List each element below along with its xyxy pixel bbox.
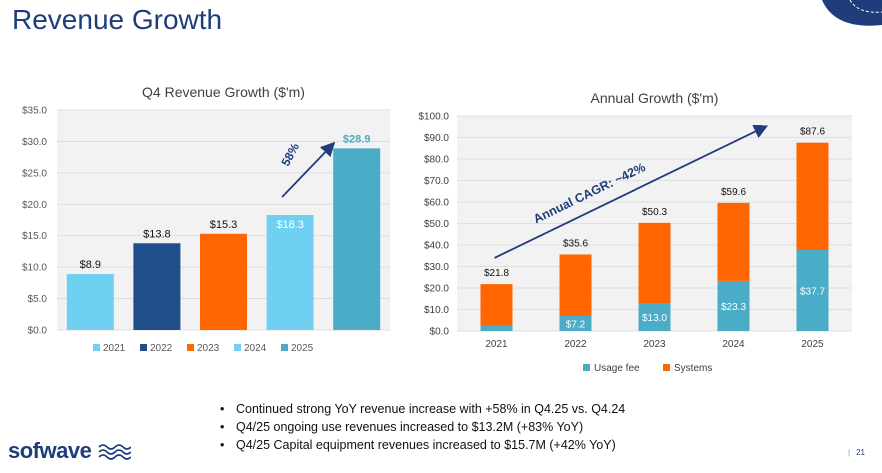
bar — [266, 214, 314, 330]
sofwave-logo: sofwave — [8, 438, 132, 464]
bar-segment — [480, 324, 513, 331]
segment-label: $37.7 — [800, 286, 825, 297]
y-tick-label: $80.0 — [424, 155, 449, 166]
y-tick-label: $10.0 — [22, 263, 47, 274]
legend-label: 2022 — [150, 343, 173, 354]
legend-swatch — [187, 344, 194, 351]
chart-title: Q4 Revenue Growth ($'m) — [142, 84, 305, 100]
y-tick-label: $100.0 — [418, 112, 449, 123]
y-tick-label: $25.0 — [22, 168, 47, 179]
bar-segment — [638, 303, 671, 331]
bar-segment — [717, 202, 750, 281]
total-label: $21.8 — [484, 268, 509, 279]
bar-segment — [638, 222, 671, 304]
y-tick-label: $0.0 — [430, 327, 450, 338]
legend-swatch — [140, 344, 147, 351]
data-label: $28.9 — [343, 133, 371, 145]
y-tick-label: $0.0 — [28, 326, 48, 337]
page-title: Revenue Growth — [12, 4, 223, 35]
y-tick-label: $20.0 — [424, 284, 449, 295]
wave-lines-icon — [98, 444, 132, 460]
bar — [200, 233, 247, 330]
bullet-list: Continued strong YoY revenue increase wi… — [218, 400, 625, 454]
legend-swatch — [234, 344, 241, 351]
x-tick-label: 2023 — [643, 339, 666, 350]
y-tick-label: $30.0 — [22, 137, 47, 148]
chart-title: Annual Growth ($'m) — [591, 90, 719, 106]
page-separator: | — [848, 448, 851, 457]
y-tick-label: $35.0 — [22, 106, 47, 117]
legend-label: Systems — [674, 363, 712, 374]
bar — [333, 148, 381, 330]
segment-label: $23.3 — [721, 302, 746, 313]
legend-swatch — [663, 364, 670, 371]
total-label: $50.3 — [642, 207, 667, 218]
legend-swatch — [93, 344, 100, 351]
y-tick-label: $15.0 — [22, 231, 47, 242]
bar — [133, 243, 181, 330]
x-tick-label: 2022 — [564, 339, 587, 350]
bullet-item: Q4/25 Capital equipment revenues increas… — [218, 436, 625, 454]
y-tick-label: $50.0 — [424, 219, 449, 230]
bar-segment — [480, 284, 513, 325]
data-label: $13.8 — [143, 228, 171, 240]
bullet-item: Continued strong YoY revenue increase wi… — [218, 400, 625, 418]
legend-label: 2021 — [103, 343, 126, 354]
total-label: $87.6 — [800, 127, 825, 138]
total-label: $59.6 — [721, 187, 746, 198]
y-tick-label: $30.0 — [424, 262, 449, 273]
page-number: | 21 — [848, 448, 865, 457]
legend-label: 2025 — [291, 343, 314, 354]
bar-segment — [559, 254, 592, 316]
legend-label: Usage fee — [594, 363, 640, 374]
data-label: $8.9 — [80, 259, 101, 271]
legend-swatch — [583, 364, 590, 371]
x-tick-label: 2025 — [801, 339, 824, 350]
bar-segment — [796, 249, 829, 331]
segment-label: $13.0 — [642, 313, 667, 324]
data-label: $15.3 — [210, 219, 238, 231]
bullet-item: Q4/25 ongoing use revenues increased to … — [218, 418, 625, 436]
y-tick-label: $40.0 — [424, 241, 449, 252]
x-tick-label: 2021 — [485, 339, 508, 350]
x-tick-label: 2024 — [722, 339, 745, 350]
legend-label: 2024 — [244, 343, 267, 354]
y-tick-label: $60.0 — [424, 198, 449, 209]
y-tick-label: $70.0 — [424, 176, 449, 187]
legend-swatch — [281, 344, 288, 351]
growth-arrow — [281, 141, 336, 198]
page-number-value: 21 — [856, 448, 865, 457]
bar-segment — [559, 315, 592, 331]
y-tick-label: $10.0 — [424, 305, 449, 316]
bar-segment — [796, 142, 829, 250]
y-tick-label: $5.0 — [28, 294, 48, 305]
y-tick-label: $20.0 — [22, 200, 47, 211]
total-label: $35.6 — [563, 238, 588, 249]
data-label: $18.3 — [276, 219, 304, 231]
logo-text: sofwave — [8, 438, 92, 463]
bar-segment — [717, 280, 750, 331]
segment-label: $7.2 — [566, 319, 586, 330]
bar — [66, 274, 114, 330]
y-tick-label: $90.0 — [424, 133, 449, 144]
legend-label: 2023 — [197, 343, 220, 354]
cagr-arrow — [494, 124, 769, 259]
